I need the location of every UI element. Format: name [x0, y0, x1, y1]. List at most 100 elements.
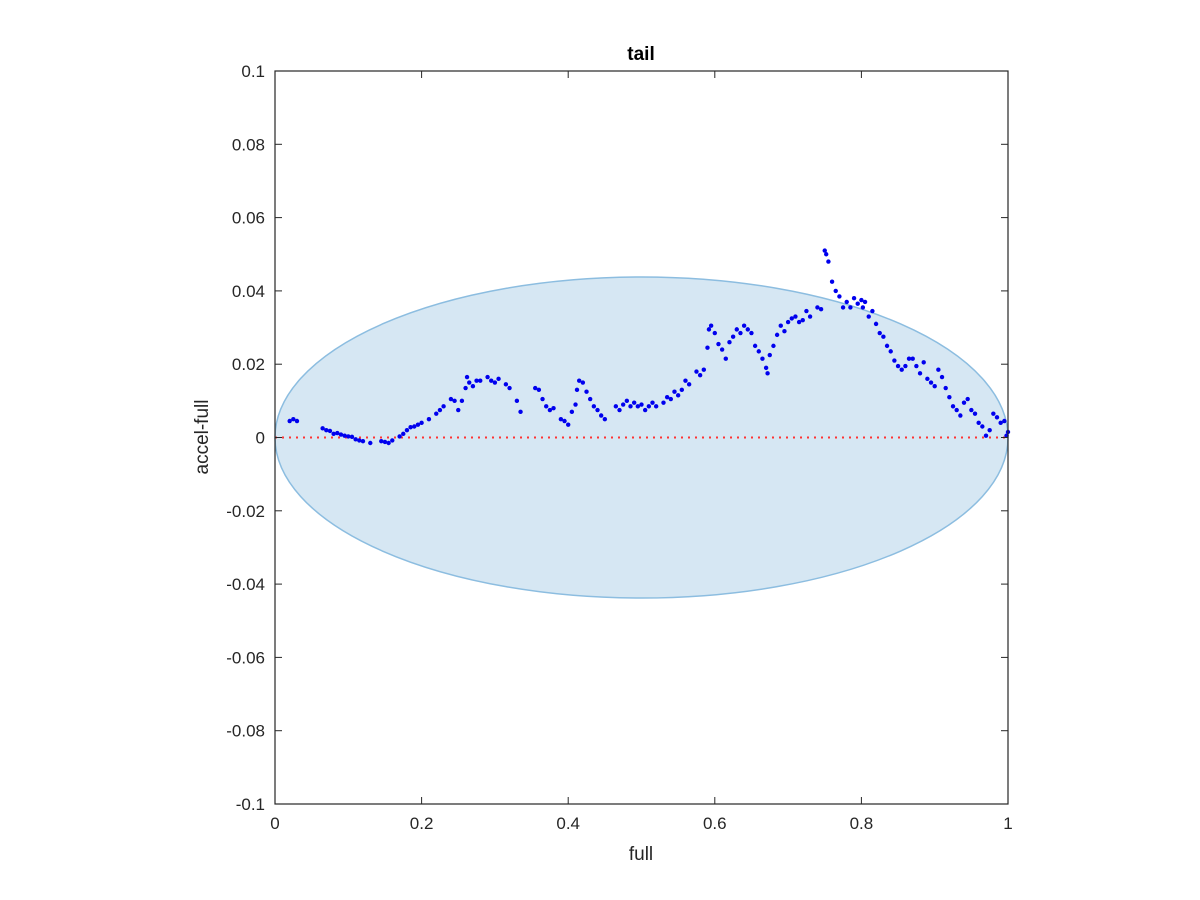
- y-tick-label: 0.06: [232, 209, 265, 228]
- data-point: [452, 398, 457, 404]
- data-point: [712, 330, 717, 336]
- data-point: [1002, 418, 1007, 424]
- data-point: [360, 438, 366, 444]
- data-point: [987, 427, 992, 433]
- data-point: [888, 349, 893, 354]
- data-point: [441, 404, 446, 409]
- data-point: [628, 404, 633, 409]
- data-point: [576, 378, 582, 383]
- data-point: [906, 356, 912, 361]
- data-point: [386, 440, 391, 446]
- data-point: [464, 374, 470, 380]
- data-point: [536, 387, 542, 393]
- data-point: [796, 319, 802, 325]
- x-axis-label: full: [629, 844, 653, 865]
- data-point: [697, 372, 703, 378]
- data-point: [518, 409, 523, 415]
- data-point: [741, 323, 747, 328]
- y-tick-label: 0.02: [232, 355, 265, 374]
- data-point: [961, 400, 967, 405]
- data-point: [745, 327, 750, 332]
- data-point: [379, 438, 384, 444]
- data-point: [624, 398, 630, 404]
- data-point: [910, 356, 915, 361]
- data-point: [723, 356, 728, 361]
- data-point: [870, 308, 875, 314]
- data-point: [434, 411, 439, 416]
- y-tick-label: -0.06: [226, 648, 265, 667]
- data-point: [822, 248, 827, 253]
- data-point: [294, 418, 300, 424]
- data-point: [860, 305, 866, 310]
- data-point: [580, 380, 586, 385]
- data-point: [668, 396, 674, 402]
- data-point: [426, 416, 432, 422]
- data-point: [851, 296, 857, 301]
- data-point: [936, 367, 941, 372]
- y-tick-label: 0: [256, 429, 265, 448]
- data-point: [727, 340, 732, 345]
- data-point: [785, 319, 791, 325]
- data-point: [965, 396, 970, 402]
- y-axis-label: accel-full: [192, 400, 213, 475]
- data-point: [734, 327, 739, 332]
- data-point: [672, 389, 677, 394]
- data-point: [459, 398, 465, 404]
- data-point: [357, 438, 362, 443]
- data-point: [833, 288, 838, 294]
- data-point: [646, 404, 652, 409]
- data-point: [544, 404, 549, 409]
- data-point: [782, 329, 787, 334]
- data-point: [848, 305, 853, 310]
- data-point: [947, 394, 952, 400]
- data-point: [456, 407, 461, 413]
- data-point: [551, 405, 556, 411]
- data-point: [706, 327, 712, 332]
- data-point: [719, 347, 725, 352]
- data-point: [664, 394, 670, 400]
- data-point: [631, 400, 637, 405]
- data-point: [349, 434, 355, 439]
- data-point: [837, 294, 842, 299]
- data-point: [774, 332, 780, 338]
- y-tick-label: -0.02: [226, 502, 265, 521]
- x-tick-label: 0.2: [410, 814, 434, 833]
- data-point: [342, 433, 347, 438]
- data-point: [881, 334, 886, 339]
- data-point: [507, 385, 512, 391]
- data-point: [419, 420, 424, 426]
- data-point: [514, 398, 520, 404]
- data-point: [558, 416, 564, 422]
- data-point: [980, 424, 985, 429]
- data-point: [991, 411, 996, 416]
- data-point: [346, 434, 351, 439]
- data-point: [954, 407, 959, 413]
- x-tick-label: 0.4: [556, 814, 580, 833]
- data-point: [976, 420, 981, 426]
- data-point: [598, 413, 604, 418]
- data-point: [291, 416, 296, 422]
- data-point: [492, 380, 498, 385]
- data-point: [408, 425, 413, 430]
- data-point: [738, 330, 743, 336]
- data-point: [368, 440, 373, 446]
- x-tick-label: 0: [270, 814, 279, 833]
- data-point: [789, 316, 794, 321]
- data-point: [765, 371, 770, 376]
- data-point: [412, 424, 417, 429]
- data-point: [928, 380, 934, 385]
- data-point: [478, 378, 483, 383]
- data-point: [873, 321, 879, 327]
- data-point: [824, 252, 829, 257]
- data-point: [716, 341, 721, 347]
- y-ticks: -0.1 -0.08 -0.06 -0.04 -0.02 0 0.02 0.04 0.06 0.0…: [226, 62, 1008, 814]
- x-tick-label: 0.8: [850, 814, 874, 833]
- data-point: [708, 323, 714, 328]
- data-point: [752, 343, 758, 349]
- data-point: [807, 314, 813, 319]
- data-point: [485, 374, 490, 380]
- data-point: [683, 378, 688, 383]
- data-point: [448, 396, 454, 402]
- x-tick-label: 1: [1003, 814, 1012, 833]
